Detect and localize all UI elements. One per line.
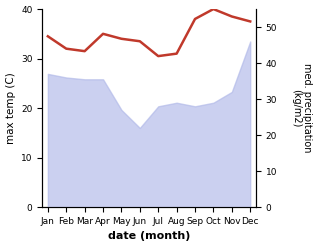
Y-axis label: max temp (C): max temp (C) xyxy=(5,72,16,144)
Y-axis label: med. precipitation
(kg/m2): med. precipitation (kg/m2) xyxy=(291,63,313,153)
X-axis label: date (month): date (month) xyxy=(108,231,190,242)
